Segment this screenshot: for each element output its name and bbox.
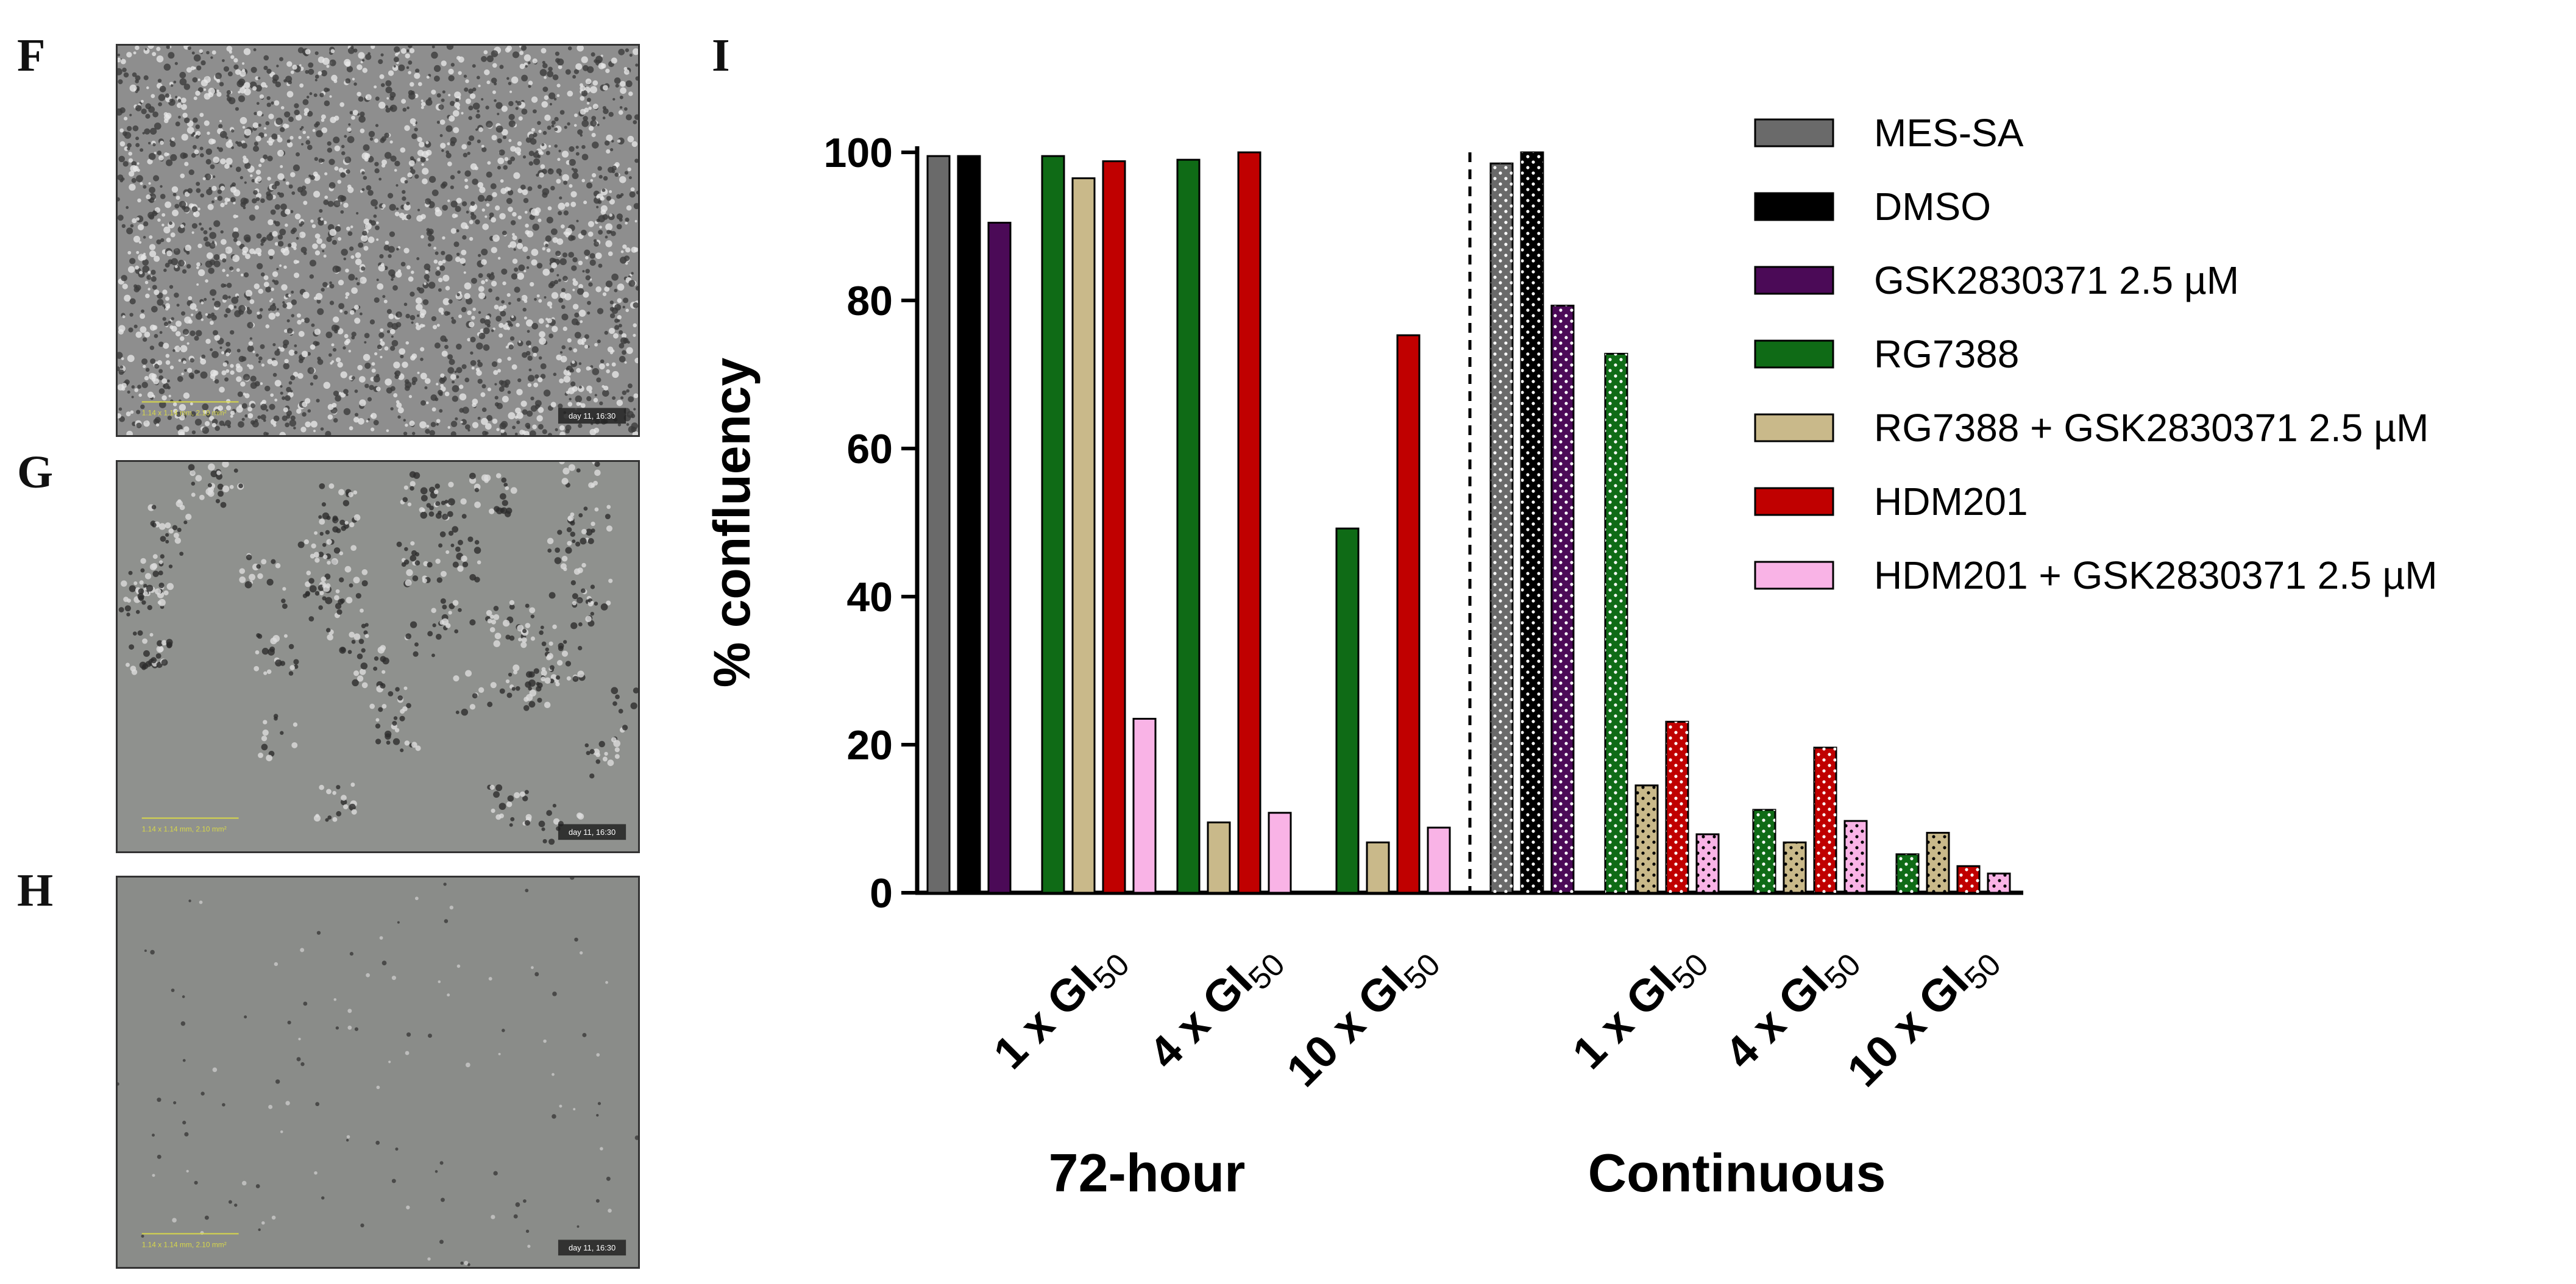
y-tick-label: 40 [846,574,893,620]
bar-72-hour-10-x-gi50-rg7388-gsk2830371-2-5-um [1366,841,1390,894]
legend-label-hdm201: HDM201 [1874,480,2028,523]
bar-72-hour-10-x-gi50-hdm201-gsk2830371-2-5-um [1427,826,1451,894]
legend-label-gsk2830371-2-5-um: GSK2830371 2.5 µM [1874,258,2239,302]
panel-letter-h: H [17,865,54,916]
bar-continuous-10-x-gi50-hdm201-pattern [1957,866,1979,893]
bar-72-hour-mes-sa [926,155,951,894]
micrograph-caption: day 11, 16:30 [569,411,616,420]
bar-72-hour-10-x-gi50-hdm201 [1396,334,1421,894]
bar-72-hour-4-x-gi50-hdm201 [1237,151,1261,894]
cell-texture [118,46,638,435]
bar-continuous-10-x-gi50-hdm201-gsk2830371-2-5-um-pattern [1988,873,2010,893]
panel-letter-f: F [17,30,46,81]
x-tick-label: 1 x GI50 [1563,931,1716,1084]
cell-texture [118,462,638,845]
bar-72-hour-dmso [957,155,981,894]
legend-swatch-rg7388 [1754,339,1834,369]
y-axis-label: % confluency [703,357,761,687]
legend-label-hdm201-gsk2830371-2-5-um: HDM201 + GSK2830371 2.5 µM [1874,553,2438,597]
legend-swatch-rg7388-gsk2830371-2-5-um [1754,413,1834,442]
caption-box [558,1240,626,1256]
bar-continuous-4-x-gi50-rg7388-pattern [1753,809,1775,893]
bar-continuous-dmso-pattern [1521,152,1543,893]
x-tick-label: 10 x GI50 [1837,931,2008,1102]
scale-bar-label: 1.14 x 1.14 mm, 2.10 mm² [142,825,227,833]
x-tick-label: 1 x GI50 [984,931,1137,1084]
y-tick-label: 100 [824,130,893,176]
caption-box [558,824,626,840]
bar-72-hour-4-x-gi50-rg7388 [1176,158,1201,894]
scale-bar-label: 1.14 x 1.14 mm, 2.10 mm² [142,1240,227,1249]
caption-box [558,408,626,424]
group-label-continuous: Continuous [1588,1143,1886,1203]
bar-72-hour-1-x-gi50-rg7388 [1041,155,1065,894]
bar-continuous-1-x-gi50-hdm201-gsk2830371-2-5-um-pattern [1697,834,1719,893]
micrograph-background [118,878,638,1267]
bar-continuous-1-x-gi50-hdm201-pattern [1666,722,1688,893]
legend-swatch-mes-sa [1754,118,1834,147]
group-label-72-hour: 72-hour [1049,1143,1246,1203]
panel-letter-i: I [712,30,730,81]
legend-label-mes-sa: MES-SA [1874,111,2024,155]
bar-continuous-gsk2830371-2-5-um-pattern [1552,305,1574,893]
x-tick-label: 10 x GI50 [1277,931,1447,1102]
bar-continuous-10-x-gi50-rg7388-gsk2830371-2-5-um-pattern [1927,832,1949,893]
y-tick-label: 0 [870,870,893,917]
micrograph-caption: day 11, 16:30 [569,828,616,837]
bar-continuous-1-x-gi50-rg7388-gsk2830371-2-5-um-pattern [1636,785,1658,893]
x-tick-label: 4 x GI50 [1139,931,1292,1084]
bar-continuous-mes-sa-pattern [1491,163,1513,893]
bar-72-hour-1-x-gi50-hdm201-gsk2830371-2-5-um [1132,717,1157,894]
y-tick-label: 60 [846,426,893,472]
y-tick-label: 20 [846,722,893,768]
legend-label-rg7388: RG7388 [1874,332,2019,376]
legend-swatch-dmso [1754,192,1834,221]
micrograph-caption: day 11, 16:30 [569,1243,616,1252]
micrograph-g: 1.14 x 1.14 mm, 2.10 mm² day 11, 16:30 [116,460,640,853]
legend-swatch-hdm201 [1754,487,1834,516]
bar-continuous-4-x-gi50-rg7388-gsk2830371-2-5-um-pattern [1784,842,1806,893]
bar-72-hour-gsk2830371-2-5-um [987,221,1012,894]
micrograph-f: 1.14 x 1.14 mm, 2.10 mm² day 11, 16:30 [116,44,640,437]
bar-continuous-4-x-gi50-hdm201-gsk2830371-2-5-um-pattern [1845,821,1867,893]
y-tick-label: 80 [846,278,893,324]
bar-72-hour-4-x-gi50-hdm201-gsk2830371-2-5-um [1268,812,1292,894]
panel-letter-g: G [17,447,54,498]
bar-72-hour-10-x-gi50-rg7388 [1335,527,1360,894]
legend-label-dmso: DMSO [1874,185,1991,229]
micrograph-h: 1.14 x 1.14 mm, 2.10 mm² day 11, 16:30 [116,876,640,1269]
bar-continuous-4-x-gi50-hdm201-pattern [1814,747,1836,893]
bar-72-hour-4-x-gi50-rg7388-gsk2830371-2-5-um [1207,821,1231,894]
scale-bar-label: 1.14 x 1.14 mm, 2.10 mm² [142,408,227,417]
legend-swatch-gsk2830371-2-5-um [1754,266,1834,295]
legend-swatch-hdm201-gsk2830371-2-5-um [1754,561,1834,590]
bar-continuous-1-x-gi50-rg7388-pattern [1605,353,1627,893]
bar-72-hour-1-x-gi50-rg7388-gsk2830371-2-5-um [1071,177,1096,894]
legend-label-rg7388-gsk2830371-2-5-um: RG7388 + GSK2830371 2.5 µM [1874,406,2429,450]
cell-texture [118,878,638,1266]
bar-72-hour-1-x-gi50-hdm201 [1102,160,1126,894]
bar-continuous-10-x-gi50-rg7388-pattern [1897,854,1918,893]
